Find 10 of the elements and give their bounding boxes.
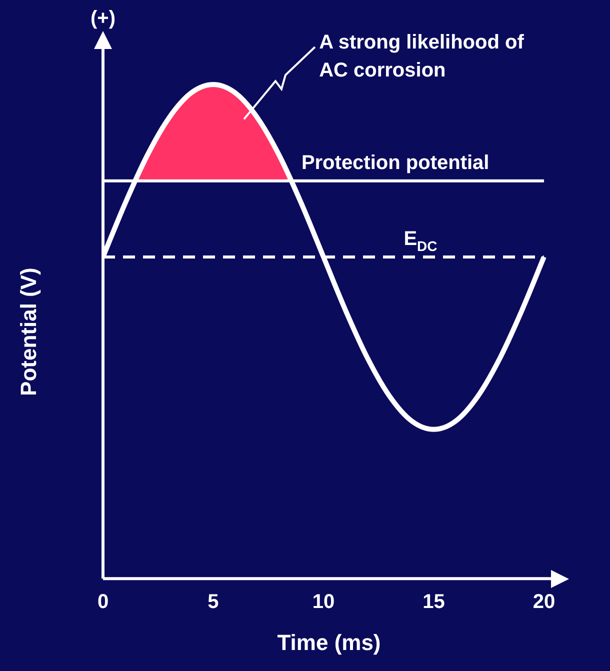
x-tick-label: 0 <box>97 591 109 614</box>
x-tick-label: 5 <box>208 591 219 614</box>
x-tick-label: 15 <box>422 591 445 614</box>
x-tick-label: 20 <box>532 591 556 614</box>
x-axis-title: Time (ms) <box>277 630 381 655</box>
text: A strong likelihood of AC corrosion <box>319 32 524 82</box>
ref-line-label: Protection potential <box>301 152 490 174</box>
x-tick-label: 10 <box>312 591 335 614</box>
y-axis-title: Potential (V) <box>16 268 42 396</box>
text: (+) <box>90 8 116 30</box>
